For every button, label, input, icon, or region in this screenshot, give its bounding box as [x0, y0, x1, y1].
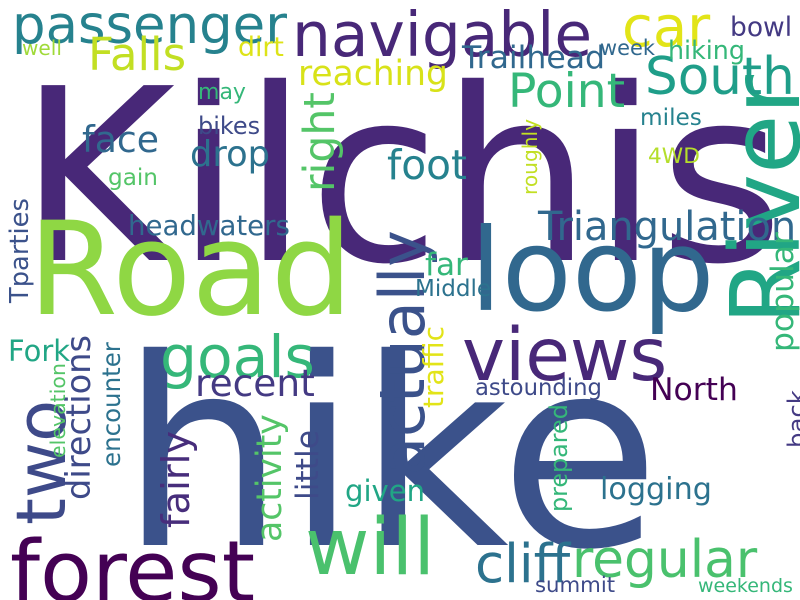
word-weekends: weekends	[698, 575, 793, 597]
word-little: little	[290, 429, 326, 500]
word-right: right	[296, 92, 345, 192]
word-loop: loop	[470, 205, 715, 338]
word-far: far	[425, 247, 468, 283]
word-astounding: astounding	[475, 375, 602, 401]
word-hike: hike	[120, 303, 661, 600]
word-roughly: roughly	[518, 118, 542, 195]
word-bikes: bikes	[198, 112, 261, 140]
word-popular: popular	[765, 232, 800, 352]
word-traffic: traffic	[417, 325, 450, 408]
word-foot: foot	[387, 141, 467, 189]
word-south: South	[645, 47, 795, 107]
word-tparties: Tparties	[5, 198, 35, 303]
word-recent: recent	[195, 361, 315, 405]
word-kilchis: Kilchis	[18, 37, 784, 317]
word-given: given	[345, 474, 426, 508]
word-fork: Fork	[8, 334, 71, 368]
word-passenger: passenger	[12, 0, 287, 56]
word-bowl: bowl	[730, 12, 793, 43]
word-views: views	[462, 314, 668, 398]
word-gain: gain	[108, 165, 158, 191]
word-miles: miles	[640, 104, 702, 131]
word-will: will	[305, 501, 436, 593]
word-back: back	[782, 390, 800, 448]
word-forest: forest	[10, 523, 256, 600]
word-face: face	[82, 118, 159, 161]
word-navigable: navigable	[292, 0, 593, 71]
word-prepared: prepared	[545, 404, 573, 512]
word-summit: summit	[535, 573, 616, 598]
word-trailhead: Trailhead	[462, 40, 606, 76]
word-triangulation: Triangulation	[538, 204, 797, 250]
word-week: week	[600, 36, 655, 60]
word-well: well	[22, 36, 62, 60]
word-north: North	[650, 372, 738, 408]
word-elevation: elevation	[46, 363, 70, 458]
word-cliff: cliff	[475, 533, 571, 595]
word-activity: activity	[250, 414, 290, 542]
word-falls: Falls	[88, 28, 187, 81]
word-road: Road	[28, 194, 353, 345]
word-point: Point	[508, 64, 626, 119]
word-logging: logging	[600, 472, 712, 507]
word-headwaters: headwaters	[128, 209, 290, 242]
word-4wd: 4WD	[648, 144, 700, 169]
word-hiking: hiking	[668, 35, 745, 65]
word-fairly: fairly	[154, 430, 199, 528]
word-reaching: reaching	[298, 54, 448, 94]
word-goals: goals	[160, 323, 315, 391]
word-middle: Middle	[415, 276, 492, 302]
word-drop: drop	[190, 134, 270, 175]
word-dirt: dirt	[238, 32, 284, 63]
word-encounter: encounter	[97, 342, 126, 467]
word-car: car	[622, 0, 711, 60]
word-regular: regular	[572, 530, 758, 590]
word-may: may	[198, 80, 246, 105]
